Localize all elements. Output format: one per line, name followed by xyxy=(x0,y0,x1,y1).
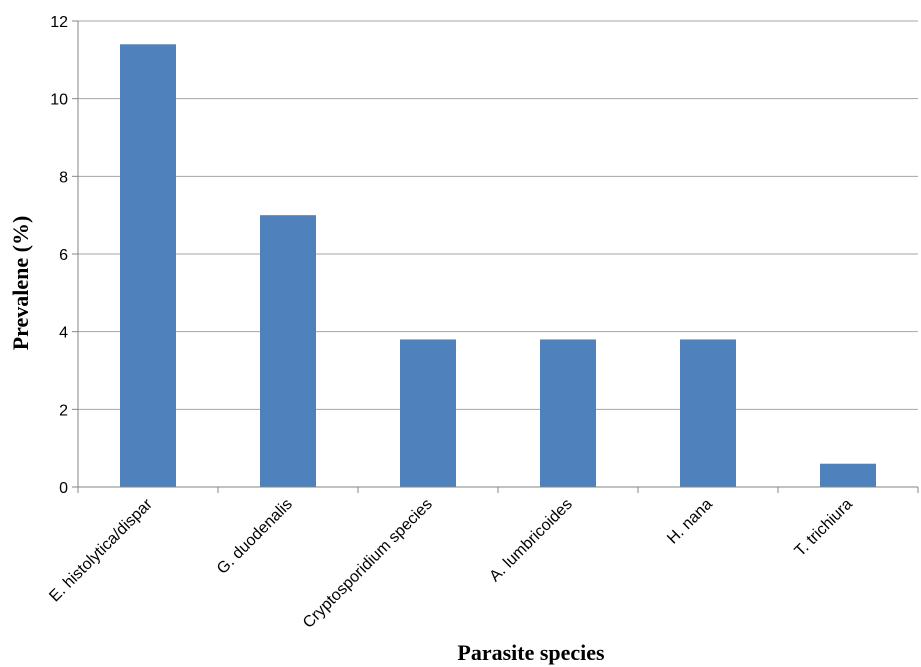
x-tick-label: T. trichiura xyxy=(792,496,856,560)
y-tick-label: 0 xyxy=(59,480,68,497)
y-tick-label: 10 xyxy=(50,92,68,109)
axes xyxy=(72,20,919,493)
bar xyxy=(260,215,316,487)
y-tick-label: 12 xyxy=(50,14,68,31)
x-tick-label: E. histolytica/dispar xyxy=(46,495,156,605)
gridlines xyxy=(78,20,918,410)
bar xyxy=(820,463,876,487)
x-tick-label: Cryptosporidium species xyxy=(300,496,436,632)
bar xyxy=(120,44,176,488)
x-axis-title: Parasite species xyxy=(457,640,605,665)
x-tick-label: A. lumbricoides xyxy=(486,496,575,585)
y-tick-label: 6 xyxy=(59,247,68,264)
y-tick-label: 2 xyxy=(59,402,68,419)
x-tick-label: H. nana xyxy=(664,496,716,548)
bar xyxy=(540,339,596,487)
y-tick-label: 4 xyxy=(59,325,68,342)
y-tick-label: 8 xyxy=(59,169,68,186)
bar xyxy=(400,339,456,487)
y-tick-labels: 0 2 4 6 8 10 12 xyxy=(50,14,68,497)
x-tick-label: G. duodenalis xyxy=(214,496,296,578)
bar xyxy=(680,339,736,487)
bars xyxy=(120,44,876,488)
x-tick-labels: E. histolytica/dispar G. duodenalis Crypto… xyxy=(46,495,856,631)
y-axis-title: Prevalene (%) xyxy=(8,216,33,351)
